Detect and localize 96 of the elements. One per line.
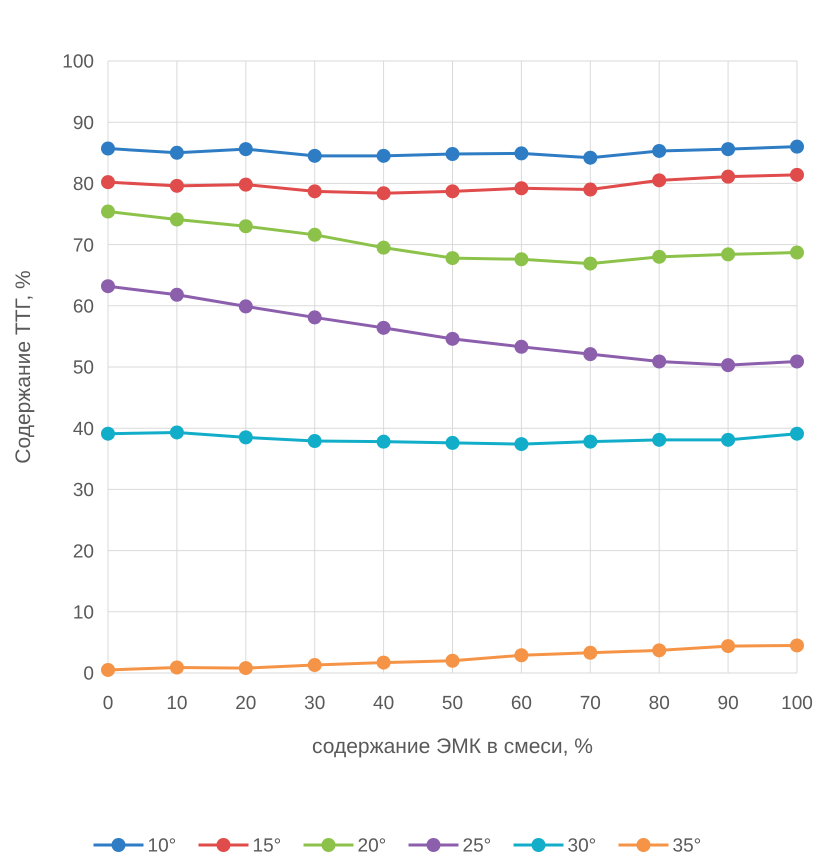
point bbox=[170, 660, 184, 674]
point bbox=[308, 434, 322, 448]
point bbox=[721, 432, 736, 447]
point bbox=[652, 250, 666, 264]
point bbox=[101, 279, 115, 294]
legend-label: 30° bbox=[568, 836, 596, 857]
x-tick-label: 30 bbox=[304, 693, 326, 714]
point bbox=[583, 646, 598, 660]
point bbox=[790, 246, 804, 260]
point bbox=[652, 354, 666, 368]
point bbox=[721, 170, 736, 184]
point bbox=[170, 146, 184, 160]
point bbox=[101, 662, 115, 677]
point bbox=[446, 654, 460, 668]
point bbox=[721, 639, 736, 654]
x-tick-label: 50 bbox=[442, 693, 464, 714]
point bbox=[376, 434, 391, 449]
point bbox=[790, 354, 804, 368]
point bbox=[583, 347, 598, 362]
point bbox=[652, 432, 666, 447]
point bbox=[652, 643, 666, 658]
point bbox=[101, 204, 115, 219]
point bbox=[652, 173, 666, 188]
y-tick-label: 80 bbox=[72, 174, 94, 196]
point bbox=[446, 147, 460, 162]
point bbox=[308, 310, 322, 324]
point bbox=[308, 228, 322, 242]
point bbox=[446, 251, 460, 266]
point bbox=[583, 256, 598, 271]
point bbox=[790, 426, 804, 441]
point bbox=[652, 144, 666, 158]
point bbox=[790, 638, 804, 652]
x-tick-label: 70 bbox=[580, 693, 601, 714]
point bbox=[376, 240, 391, 255]
point bbox=[238, 661, 253, 676]
point bbox=[583, 182, 598, 197]
point bbox=[446, 184, 460, 198]
y-tick-label: 50 bbox=[72, 358, 94, 379]
point bbox=[376, 148, 391, 163]
point bbox=[170, 212, 184, 227]
point bbox=[514, 340, 528, 354]
x-tick-label: 60 bbox=[510, 693, 532, 714]
legend-label: 20° bbox=[358, 836, 386, 857]
legend-label: 10° bbox=[148, 836, 176, 857]
point bbox=[376, 320, 391, 335]
legend-label: 15° bbox=[252, 836, 282, 857]
x-tick-label: 40 bbox=[373, 693, 394, 714]
y-tick-label: 40 bbox=[72, 418, 94, 440]
point bbox=[583, 150, 598, 165]
point bbox=[446, 332, 460, 346]
point bbox=[238, 430, 253, 444]
y-tick-label: 20 bbox=[72, 541, 94, 562]
y-tick-label: 60 bbox=[72, 296, 94, 318]
y-tick-label: 70 bbox=[72, 235, 94, 256]
point bbox=[238, 219, 253, 234]
point bbox=[308, 658, 322, 672]
y-tick-label: 100 bbox=[62, 52, 94, 73]
point bbox=[101, 175, 115, 190]
point bbox=[721, 142, 736, 156]
point bbox=[514, 437, 528, 452]
x-tick-label: 80 bbox=[648, 693, 670, 714]
point bbox=[238, 299, 253, 314]
point bbox=[446, 436, 460, 450]
x-tick-label: 90 bbox=[718, 693, 739, 714]
y-tick-label: 90 bbox=[72, 112, 94, 134]
point bbox=[170, 178, 184, 193]
legend-label: 35° bbox=[672, 836, 702, 857]
legend-label: 25° bbox=[462, 836, 492, 857]
y-tick-label: 0 bbox=[83, 664, 94, 685]
point bbox=[170, 425, 184, 440]
point bbox=[238, 178, 253, 192]
point bbox=[170, 288, 184, 302]
x-tick-label: 10 bbox=[166, 693, 188, 714]
point bbox=[583, 434, 598, 449]
point bbox=[790, 168, 804, 182]
point bbox=[238, 142, 253, 156]
point bbox=[308, 148, 322, 163]
point bbox=[514, 252, 528, 266]
point bbox=[514, 181, 528, 196]
x-tick-label: 100 bbox=[781, 693, 813, 714]
point bbox=[376, 186, 391, 200]
point bbox=[514, 648, 528, 662]
point bbox=[101, 426, 115, 441]
point bbox=[514, 146, 528, 160]
point bbox=[376, 656, 391, 670]
y-tick-label: 30 bbox=[72, 480, 94, 502]
x-tick-label: 20 bbox=[235, 693, 256, 714]
x-tick-label: 0 bbox=[102, 693, 114, 714]
point bbox=[308, 184, 322, 198]
point bbox=[721, 247, 736, 262]
x-axis-title: содержание ЭМК в смеси, % bbox=[312, 735, 593, 758]
y-tick-label: 10 bbox=[72, 602, 94, 624]
point bbox=[721, 358, 736, 372]
y-axis-title: Содержание ТТГ, % bbox=[12, 270, 35, 464]
point bbox=[790, 140, 804, 154]
point bbox=[101, 142, 115, 156]
